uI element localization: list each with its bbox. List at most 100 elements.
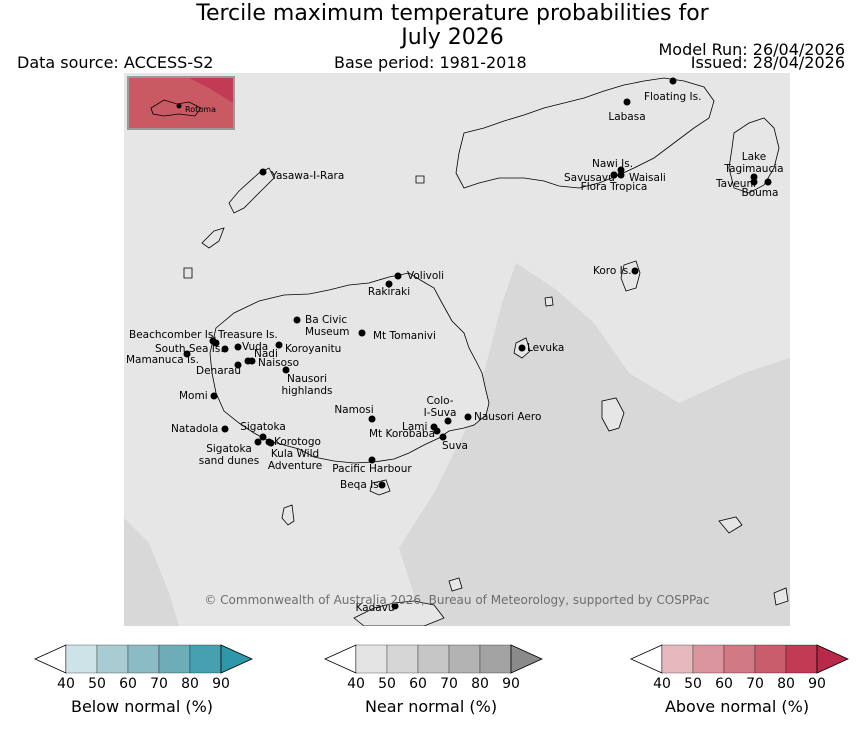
place-marker-naisoso[interactable] <box>248 357 256 365</box>
colorbar-below-bin-2 <box>127 644 160 674</box>
colorbar-below-tick-80: 80 <box>181 676 199 692</box>
place-marker-bouma[interactable] <box>764 178 772 186</box>
place-marker-koro[interactable] <box>631 267 639 275</box>
place-label-sigatoka: Sigatoka <box>240 421 286 433</box>
place-label-kula: Kula Wild Adventure <box>267 448 323 472</box>
place-label-mt-tomanivi: Mt Tomanivi <box>373 330 436 342</box>
island-small-w <box>183 267 193 279</box>
place-label-mt-korobaba: Mt Korobaba <box>369 428 436 440</box>
colorbar-near-tick-70: 70 <box>440 676 458 692</box>
island-viti-levu <box>209 272 490 464</box>
place-label-flora-tropica: Flora Tropica <box>580 181 648 193</box>
island-small-e <box>773 587 789 606</box>
colorbar-below-bin-0 <box>65 644 98 674</box>
place-marker-colo-i-suva[interactable] <box>444 417 452 425</box>
place-marker-mt-tomanivi[interactable] <box>358 329 366 337</box>
place-marker-yasawa[interactable] <box>259 168 267 176</box>
island-yasawa-south <box>201 227 225 249</box>
place-marker-lami[interactable] <box>430 423 438 431</box>
place-marker-floating-is[interactable] <box>669 77 677 85</box>
copyright-notice: © Commonwealth of Australia 2026, Bureau… <box>204 593 710 607</box>
colorbar-below-tick-60: 60 <box>119 676 137 692</box>
island-yasawa <box>228 167 275 214</box>
place-marker-kula[interactable] <box>267 439 275 447</box>
colorbar-below-bin-3 <box>158 644 191 674</box>
place-marker-kadavu[interactable] <box>391 602 399 610</box>
place-label-pacific-harbour: Pacific Harbour <box>332 463 412 475</box>
colorbar-below-normal <box>34 644 253 678</box>
place-marker-mamanuca[interactable] <box>183 350 191 358</box>
colorbar-above-svg <box>630 644 849 674</box>
place-label-lami: Lami <box>402 421 428 433</box>
place-marker-rakiraki[interactable] <box>385 280 393 288</box>
map-canvas <box>124 77 790 626</box>
island-taveuni <box>728 117 780 194</box>
place-marker-namosi[interactable] <box>368 415 376 423</box>
place-marker-nadi[interactable] <box>244 357 252 365</box>
island-small-n <box>415 175 425 184</box>
colorbar-above-bin-2 <box>723 644 756 674</box>
place-label-waisali: Waisali <box>629 172 666 184</box>
place-marker-lake-tagimaucia[interactable] <box>750 173 758 181</box>
place-marker-nawi[interactable] <box>617 166 625 174</box>
place-label-nadi: Nadi <box>254 348 278 360</box>
colorbar-below-svg <box>34 644 253 674</box>
place-label-nausori-aero: Nausori Aero <box>474 411 542 423</box>
place-marker-pacific-harbour[interactable] <box>368 456 376 464</box>
place-marker-flora-tropica[interactable] <box>610 171 618 179</box>
colorbar-above-tick-70: 70 <box>746 676 764 692</box>
place-marker-koroyanitu[interactable] <box>275 341 283 349</box>
colorbar-above-bin-1 <box>692 644 725 674</box>
place-marker-nausori-highlands[interactable] <box>282 366 290 374</box>
colorbar-near-bin-1 <box>386 644 419 674</box>
rotuma-inset: Rotuma <box>127 76 235 130</box>
place-marker-labasa[interactable] <box>623 98 631 106</box>
place-label-levuka: Levuka <box>527 342 565 354</box>
place-marker-nausori-aero[interactable] <box>464 413 472 421</box>
place-marker-south-sea[interactable] <box>221 345 229 353</box>
data-source: Data source: ACCESS-S2 <box>17 53 214 72</box>
place-marker-suva[interactable] <box>439 433 447 441</box>
chart-title: Tercile maximum temperature probabilitie… <box>0 2 862 50</box>
place-marker-treasure[interactable] <box>212 339 220 347</box>
place-marker-levuka[interactable] <box>518 344 526 352</box>
place-label-natadola: Natadola <box>171 423 219 435</box>
place-marker-beqa[interactable] <box>378 481 386 489</box>
colorbar-above-tick-60: 60 <box>715 676 733 692</box>
rotuma-label: Rotuma <box>185 105 216 114</box>
place-marker-sigatoka[interactable] <box>259 433 267 441</box>
place-marker-taveuni[interactable] <box>750 178 758 186</box>
place-marker-volivoli[interactable] <box>394 272 402 280</box>
place-marker-sigatoka-dunes[interactable] <box>254 438 262 446</box>
place-marker-momi[interactable] <box>210 392 218 400</box>
place-marker-denarau[interactable] <box>234 361 242 369</box>
colorbar-below-over <box>220 644 253 674</box>
place-label-taveuni: Taveuni <box>716 178 757 190</box>
place-label-denarau: Denarau <box>196 365 242 377</box>
place-marker-waisali[interactable] <box>617 171 625 179</box>
title-line-1: Tercile maximum temperature probabilitie… <box>196 1 709 26</box>
place-marker-ba-civic[interactable] <box>293 316 301 324</box>
place-marker-mt-korobaba[interactable] <box>433 427 441 435</box>
colorbar-near-label: Near normal (%) <box>364 697 498 716</box>
place-label-naisoso: Naisoso <box>258 357 299 369</box>
place-label-koro: Koro Is. <box>593 265 632 277</box>
colorbar-near-tick-60: 60 <box>409 676 427 692</box>
island-small-mid <box>544 296 554 307</box>
place-marker-natadola[interactable] <box>221 425 229 433</box>
place-label-kadavu: Kadavu <box>355 602 395 614</box>
colorbar-below-under <box>34 644 67 674</box>
issued-date: Issued: 28/04/2026 <box>690 53 845 72</box>
colorbar-above-normal <box>630 644 849 678</box>
colorbar-near-under <box>324 644 357 674</box>
colorbar-above-bin-3 <box>754 644 787 674</box>
place-marker-vuda[interactable] <box>234 343 242 351</box>
colorbar-above-tick-40: 40 <box>653 676 671 692</box>
rotuma-inset-map <box>150 78 233 117</box>
colorbar-near-tick-80: 80 <box>471 676 489 692</box>
map-area[interactable]: Rotuma Floating Is. Labasa Yasawa-I-Rara Na… <box>124 73 790 626</box>
colorbar-near-normal <box>324 644 543 678</box>
place-label-korotogo: Korotogo <box>274 436 321 448</box>
colorbar-below-tick-70: 70 <box>150 676 168 692</box>
colorbar-below-tick-40: 40 <box>57 676 75 692</box>
